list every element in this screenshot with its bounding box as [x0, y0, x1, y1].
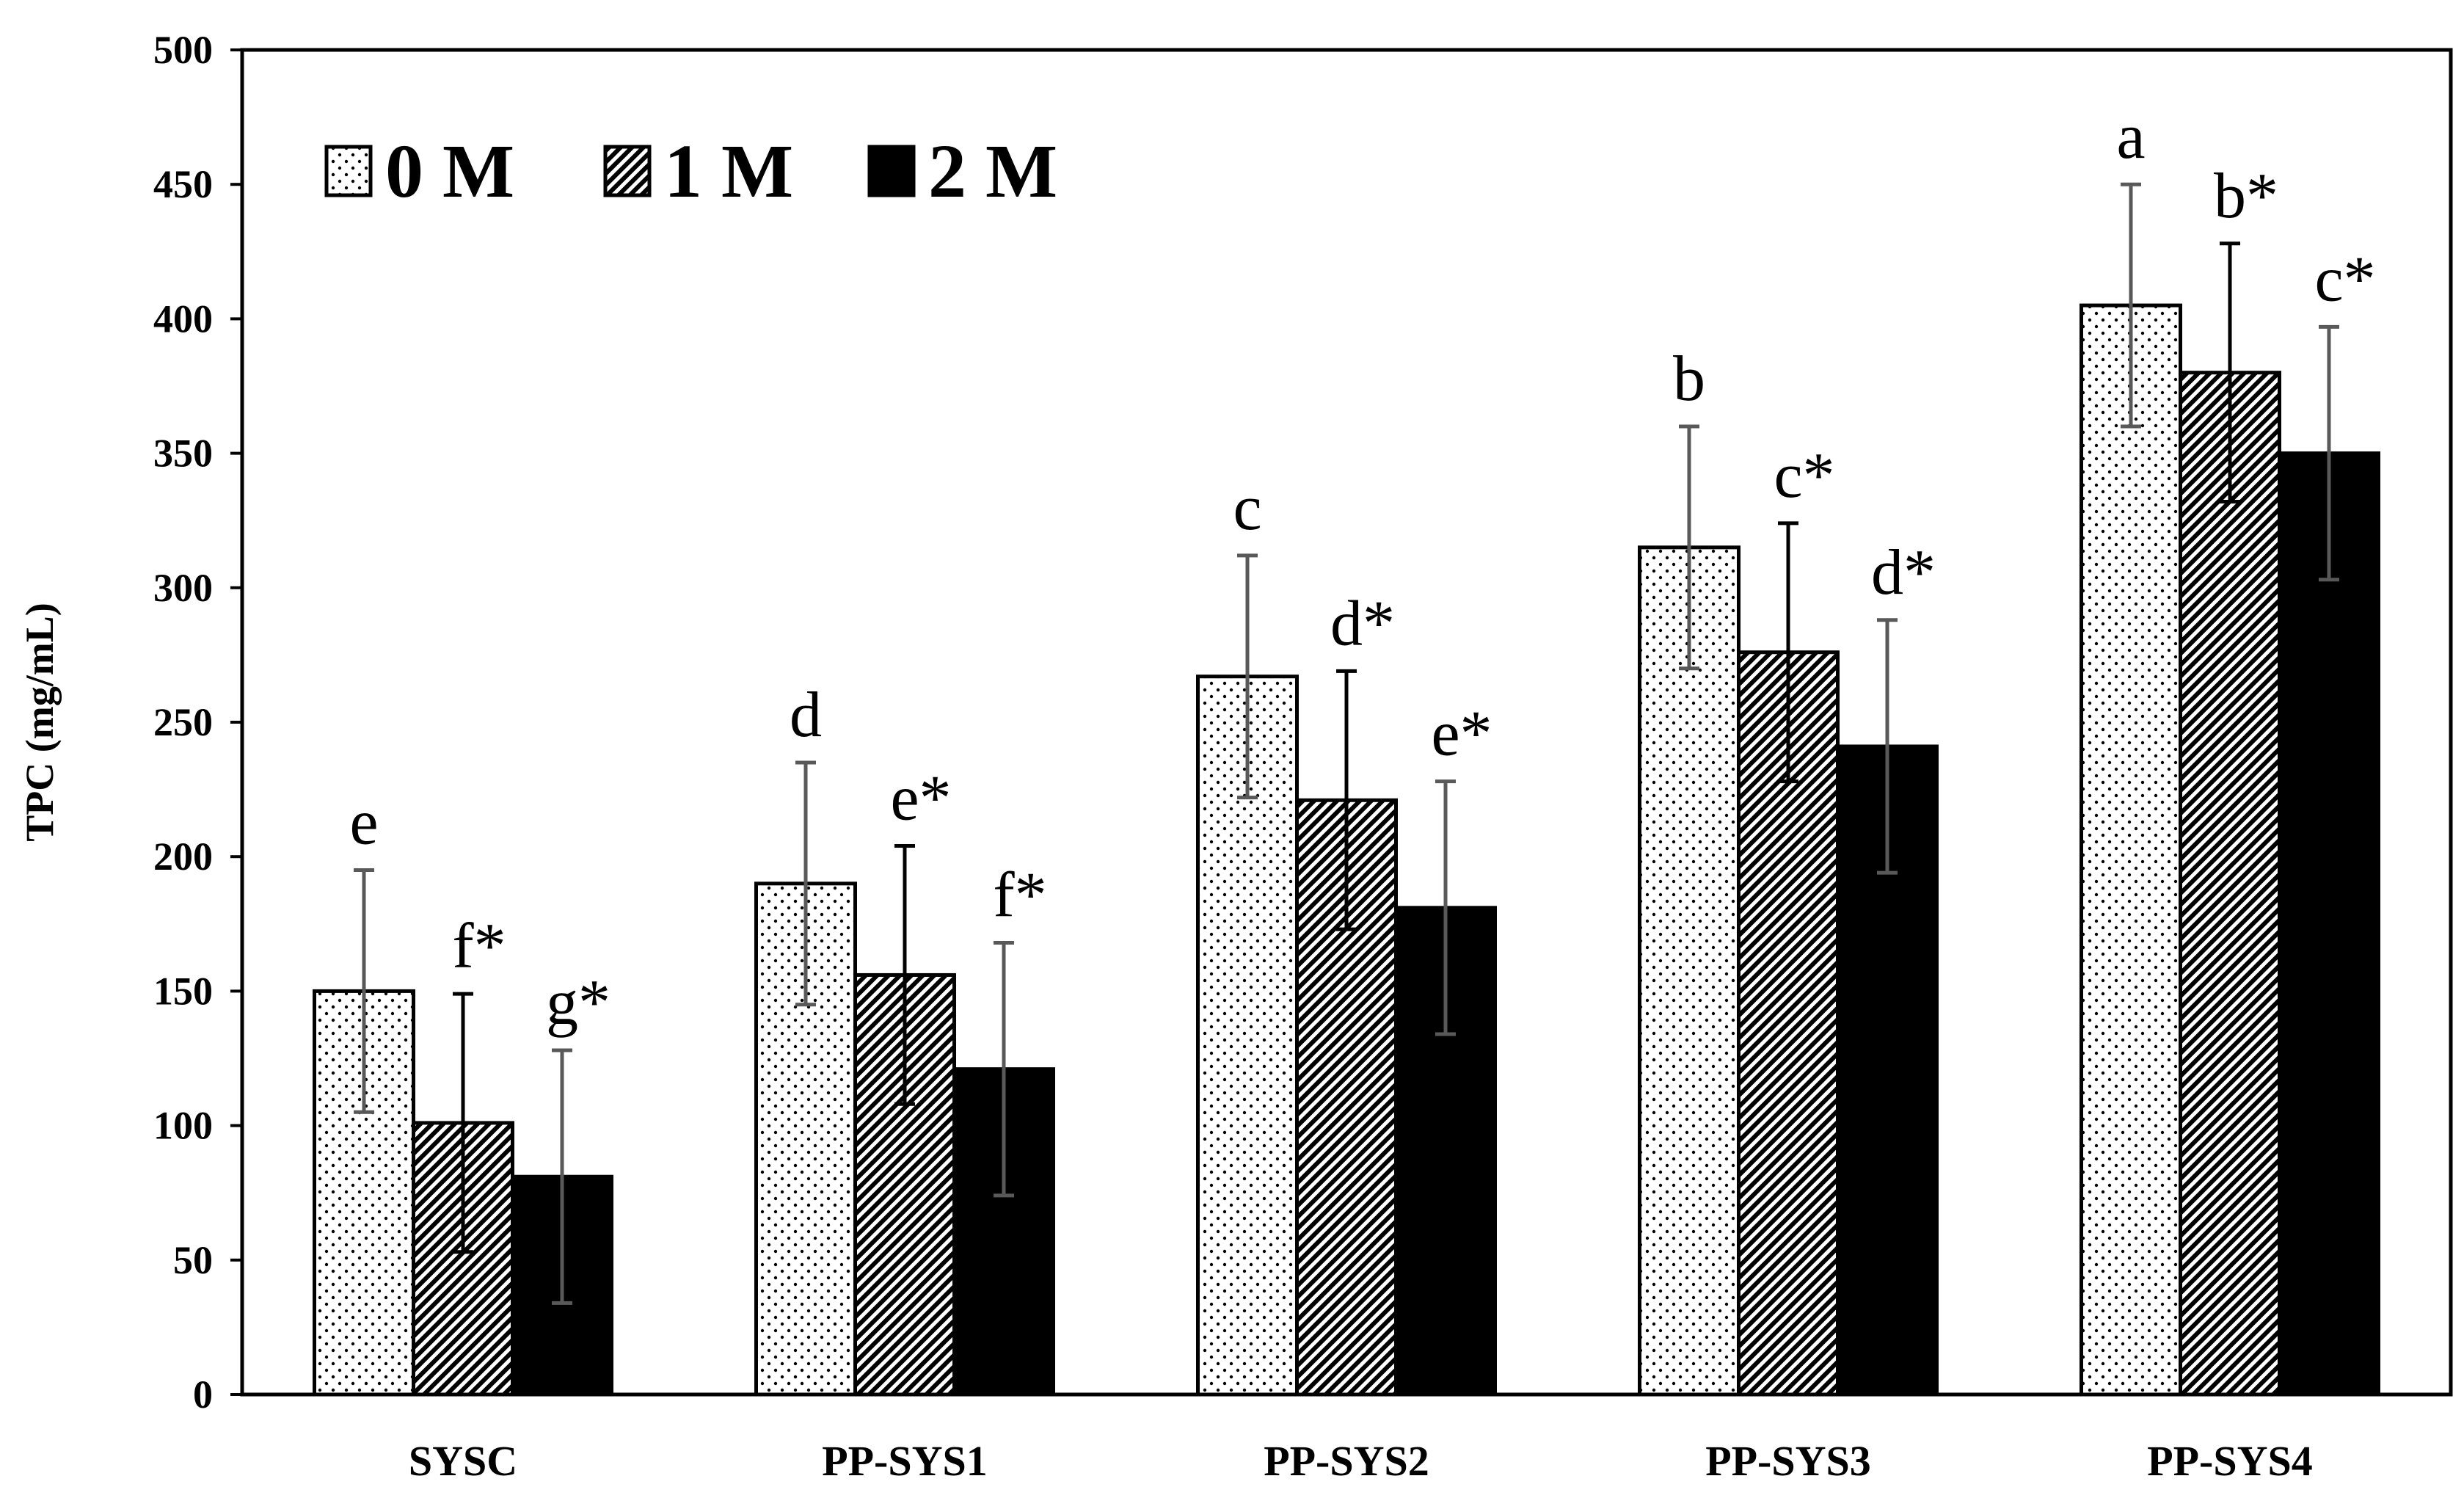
y-tick-label: 50 [173, 1238, 213, 1282]
significance-label: f* [993, 859, 1046, 931]
legend-label: 1 M [664, 129, 793, 214]
significance-label: e* [1431, 699, 1492, 770]
significance-label: e [349, 788, 378, 859]
significance-label: d [790, 680, 822, 751]
significance-label: b* [2214, 161, 2278, 232]
significance-label: g* [546, 967, 610, 1039]
legend-swatch [603, 145, 652, 197]
bar-0m [1638, 545, 1741, 1397]
y-tick-label: 200 [153, 835, 213, 879]
y-tick-label: 300 [153, 566, 213, 610]
legend-swatch [867, 145, 916, 197]
y-tick-label: 250 [153, 700, 213, 744]
y-tick-label: 400 [153, 297, 213, 341]
significance-label: e* [890, 763, 951, 835]
y-axis-label: TPC (mg/mL) [18, 603, 62, 841]
legend-label: 0 M [385, 129, 514, 214]
y-tick-label: 350 [153, 432, 213, 476]
significance-label: b [1673, 343, 1705, 415]
x-category-label: PP-SYS3 [1705, 1437, 1871, 1485]
y-tick-label: 100 [153, 1104, 213, 1148]
x-category-label: PP-SYS2 [1264, 1437, 1429, 1485]
y-tick-label: 500 [153, 28, 213, 72]
x-category-label: SYSC [409, 1437, 517, 1485]
significance-label: f* [452, 911, 506, 982]
significance-label: a [2116, 101, 2145, 172]
bar-2m [2278, 451, 2380, 1397]
x-category-label: PP-SYS1 [822, 1437, 988, 1485]
y-tick-label: 450 [153, 162, 213, 206]
significance-label: c* [2314, 244, 2375, 315]
legend-label: 2 M [928, 129, 1057, 214]
legend-swatch [324, 145, 373, 197]
y-tick-label: 150 [153, 969, 213, 1013]
significance-label: d* [1871, 537, 1936, 608]
significance-label: c [1233, 473, 1261, 544]
bar-2m [952, 1067, 1055, 1397]
significance-label: c* [1774, 440, 1834, 512]
bar-0m [2080, 303, 2182, 1397]
bar-1m [2179, 371, 2281, 1397]
significance-label: d* [1330, 588, 1395, 659]
y-tick-label: 0 [193, 1372, 213, 1417]
x-category-label: PP-SYS4 [2147, 1437, 2313, 1485]
